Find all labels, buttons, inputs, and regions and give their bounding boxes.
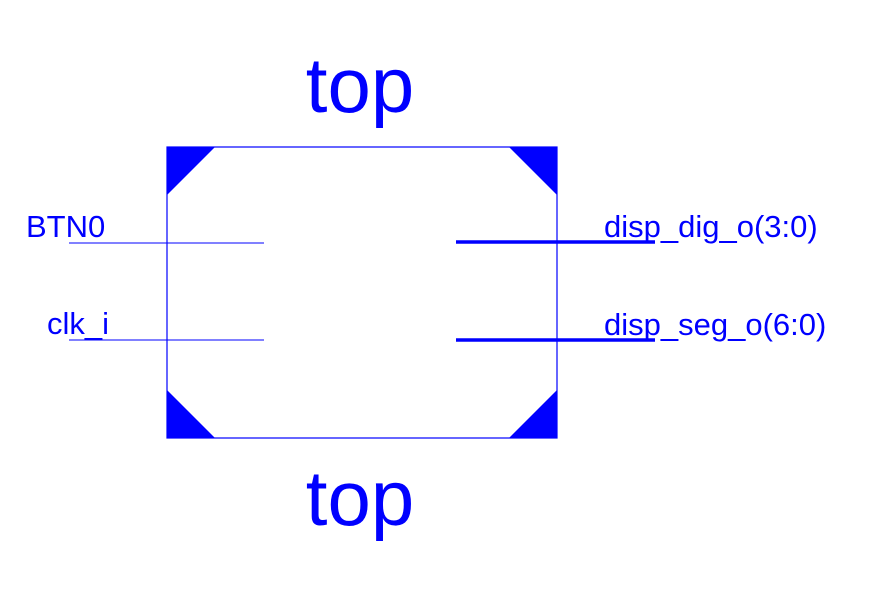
input-port-btn0[interactable]: BTN0 [26,209,264,244]
output-port-disp-dig[interactable]: disp_dig_o(3:0) [456,209,818,244]
input-port-label: clk_i [47,306,109,341]
output-port-disp-seg[interactable]: disp_seg_o(6:0) [456,307,826,342]
corner-marker-bottom-left [167,390,215,438]
input-port-clk[interactable]: clk_i [47,306,264,341]
block-outline[interactable] [166,146,558,439]
block-name-top: top [306,41,414,129]
corner-marker-bottom-right [509,390,557,438]
corner-marker-top-right [509,147,557,195]
block-name-bottom: top [306,454,414,542]
output-port-label: disp_seg_o(6:0) [604,307,826,342]
corner-marker-top-left [167,147,215,195]
output-port-label: disp_dig_o(3:0) [604,209,818,244]
input-port-label: BTN0 [26,209,105,244]
